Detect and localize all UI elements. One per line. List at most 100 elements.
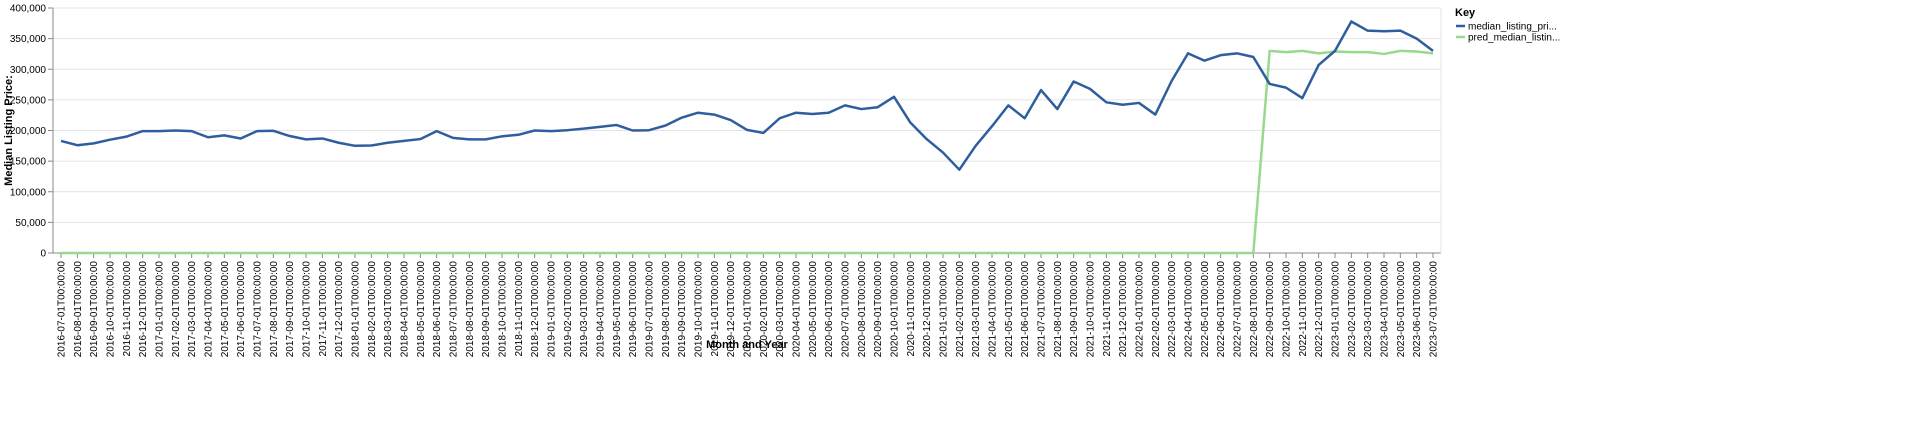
- x-tick-label: 2021-10-01T00:00:00: [1086, 261, 1097, 358]
- y-tick-label: 200,000: [10, 126, 47, 137]
- x-axis-title: Month and Year: [706, 339, 788, 351]
- x-tick-label: 2019-11-01T00:00:00: [710, 261, 721, 357]
- y-axis-title: Median Listing Price:: [3, 75, 15, 186]
- x-tick-label: 2018-08-01T00:00:00: [465, 261, 476, 358]
- x-tick-label: 2023-01-01T00:00:00: [1331, 261, 1342, 358]
- x-tick-label: 2018-01-01T00:00:00: [351, 261, 362, 358]
- x-tick-label: 2017-03-01T00:00:00: [187, 261, 198, 358]
- x-tick-label: 2023-03-01T00:00:00: [1363, 261, 1374, 358]
- x-tick-label: 2023-02-01T00:00:00: [1347, 261, 1358, 358]
- x-axis: 2016-07-01T00:00:00 2016-08-01T00:00:00 20…: [57, 253, 1440, 357]
- x-tick-label: 2016-07-01T00:00:00: [57, 261, 68, 358]
- legend-label: pred_median_listin...: [1468, 33, 1560, 44]
- x-tick-label: 2018-10-01T00:00:00: [498, 261, 509, 358]
- x-tick-label: 2021-01-01T00:00:00: [939, 261, 950, 358]
- x-tick-label: 2018-07-01T00:00:00: [449, 261, 460, 358]
- x-tick-label: 2020-12-01T00:00:00: [922, 261, 933, 358]
- x-tick-label: 2023-04-01T00:00:00: [1380, 261, 1391, 358]
- x-tick-label: 2017-04-01T00:00:00: [204, 261, 215, 358]
- y-tick-label: 400,000: [10, 4, 47, 15]
- x-tick-label: 2019-10-01T00:00:00: [694, 261, 705, 358]
- x-tick-label: 2022-01-01T00:00:00: [1135, 261, 1146, 358]
- x-tick-label: 2018-04-01T00:00:00: [400, 261, 411, 358]
- x-tick-label: 2023-05-01T00:00:00: [1396, 261, 1407, 358]
- x-tick-label: 2020-05-01T00:00:00: [808, 261, 819, 358]
- x-tick-label: 2022-08-01T00:00:00: [1249, 261, 1260, 358]
- x-tick-label: 2022-07-01T00:00:00: [1233, 261, 1244, 358]
- x-tick-label: 2018-11-01T00:00:00: [514, 261, 525, 357]
- legend-label: median_listing_pri...: [1468, 22, 1557, 33]
- x-tick-label: 2022-02-01T00:00:00: [1151, 261, 1162, 358]
- x-tick-label: 2017-11-01T00:00:00: [318, 261, 329, 357]
- x-tick-label: 2022-04-01T00:00:00: [1184, 261, 1195, 358]
- x-tick-label: 2022-11-01T00:00:00: [1298, 261, 1309, 357]
- x-tick-label: 2017-06-01T00:00:00: [236, 261, 247, 358]
- x-tick-label: 2022-06-01T00:00:00: [1216, 261, 1227, 358]
- x-tick-label: 2021-03-01T00:00:00: [971, 261, 982, 358]
- x-tick-label: 2019-05-01T00:00:00: [612, 261, 623, 358]
- x-tick-label: 2016-08-01T00:00:00: [73, 261, 84, 358]
- y-tick-label: 150,000: [10, 157, 47, 168]
- y-axis: 0 50,000 100,000 150,000 200,000 250,000 300,0…: [10, 4, 54, 260]
- x-tick-label: 2020-11-01T00:00:00: [906, 261, 917, 357]
- x-tick-label: 2020-07-01T00:00:00: [841, 261, 852, 358]
- x-tick-label: 2017-05-01T00:00:00: [220, 261, 231, 358]
- x-tick-label: 2021-08-01T00:00:00: [1053, 261, 1064, 358]
- x-tick-label: 2021-02-01T00:00:00: [955, 261, 966, 358]
- x-tick-label: 2019-09-01T00:00:00: [677, 261, 688, 358]
- x-tick-label: 2017-12-01T00:00:00: [334, 261, 345, 358]
- y-tick-label: 250,000: [10, 95, 47, 106]
- x-tick-label: 2018-05-01T00:00:00: [416, 261, 427, 358]
- x-tick-label: 2020-03-01T00:00:00: [775, 261, 786, 358]
- series-line: [60, 20, 1434, 171]
- x-tick-label: 2021-06-01T00:00:00: [1020, 261, 1031, 358]
- x-tick-label: 2023-06-01T00:00:00: [1412, 261, 1423, 358]
- x-tick-label: 2018-06-01T00:00:00: [432, 261, 443, 358]
- x-tick-label: 2021-07-01T00:00:00: [1037, 261, 1048, 358]
- x-tick-label: 2019-02-01T00:00:00: [563, 261, 574, 358]
- x-tick-label: 2020-08-01T00:00:00: [857, 261, 868, 358]
- x-tick-label: 2019-04-01T00:00:00: [596, 261, 607, 358]
- legend-title: Key: [1455, 7, 1476, 19]
- x-tick-label: 2019-12-01T00:00:00: [726, 261, 737, 358]
- x-tick-label: 2017-09-01T00:00:00: [285, 261, 296, 358]
- x-tick-label: 2022-03-01T00:00:00: [1167, 261, 1178, 358]
- x-tick-label: 2020-06-01T00:00:00: [824, 261, 835, 358]
- x-tick-label: 2021-04-01T00:00:00: [988, 261, 999, 358]
- x-tick-label: 2017-07-01T00:00:00: [253, 261, 264, 358]
- series-line: [61, 49, 1434, 255]
- x-tick-label: 2017-10-01T00:00:00: [302, 261, 313, 358]
- x-tick-label: 2016-09-01T00:00:00: [89, 261, 100, 358]
- x-tick-label: 2019-06-01T00:00:00: [628, 261, 639, 358]
- x-tick-label: 2019-08-01T00:00:00: [661, 261, 672, 358]
- x-tick-label: 2017-02-01T00:00:00: [171, 261, 182, 358]
- x-tick-label: 2022-12-01T00:00:00: [1314, 261, 1325, 358]
- x-tick-label: 2018-12-01T00:00:00: [530, 261, 541, 358]
- x-tick-label: 2020-04-01T00:00:00: [792, 261, 803, 358]
- x-tick-label: 2016-11-01T00:00:00: [122, 261, 133, 357]
- x-tick-label: 2018-02-01T00:00:00: [367, 261, 378, 358]
- x-tick-label: 2018-03-01T00:00:00: [383, 261, 394, 358]
- x-tick-label: 2020-01-01T00:00:00: [743, 261, 754, 358]
- x-tick-label: 2021-12-01T00:00:00: [1118, 261, 1129, 358]
- y-tick-label: 350,000: [10, 34, 47, 45]
- x-tick-label: 2018-09-01T00:00:00: [481, 261, 492, 358]
- x-tick-label: 2023-07-01T00:00:00: [1429, 261, 1440, 358]
- x-tick-label: 2022-10-01T00:00:00: [1282, 261, 1293, 358]
- x-tick-label: 2022-09-01T00:00:00: [1265, 261, 1276, 358]
- x-tick-label: 2019-07-01T00:00:00: [645, 261, 656, 358]
- x-tick-label: 2016-10-01T00:00:00: [106, 261, 117, 358]
- x-tick-label: 2020-09-01T00:00:00: [873, 261, 884, 358]
- y-tick-label: 300,000: [10, 65, 47, 76]
- legend: Key median_listing_pri...pred_median_lis…: [1455, 7, 1560, 44]
- y-tick-label: 100,000: [10, 187, 47, 198]
- x-tick-label: 2020-10-01T00:00:00: [890, 261, 901, 358]
- y-tick-label: 50,000: [15, 218, 46, 229]
- x-tick-label: 2021-09-01T00:00:00: [1069, 261, 1080, 358]
- x-tick-label: 2021-11-01T00:00:00: [1102, 261, 1113, 357]
- x-tick-label: 2022-05-01T00:00:00: [1200, 261, 1211, 358]
- x-tick-label: 2019-01-01T00:00:00: [547, 261, 558, 358]
- x-tick-label: 2019-03-01T00:00:00: [579, 261, 590, 358]
- x-tick-label: 2017-01-01T00:00:00: [155, 261, 166, 358]
